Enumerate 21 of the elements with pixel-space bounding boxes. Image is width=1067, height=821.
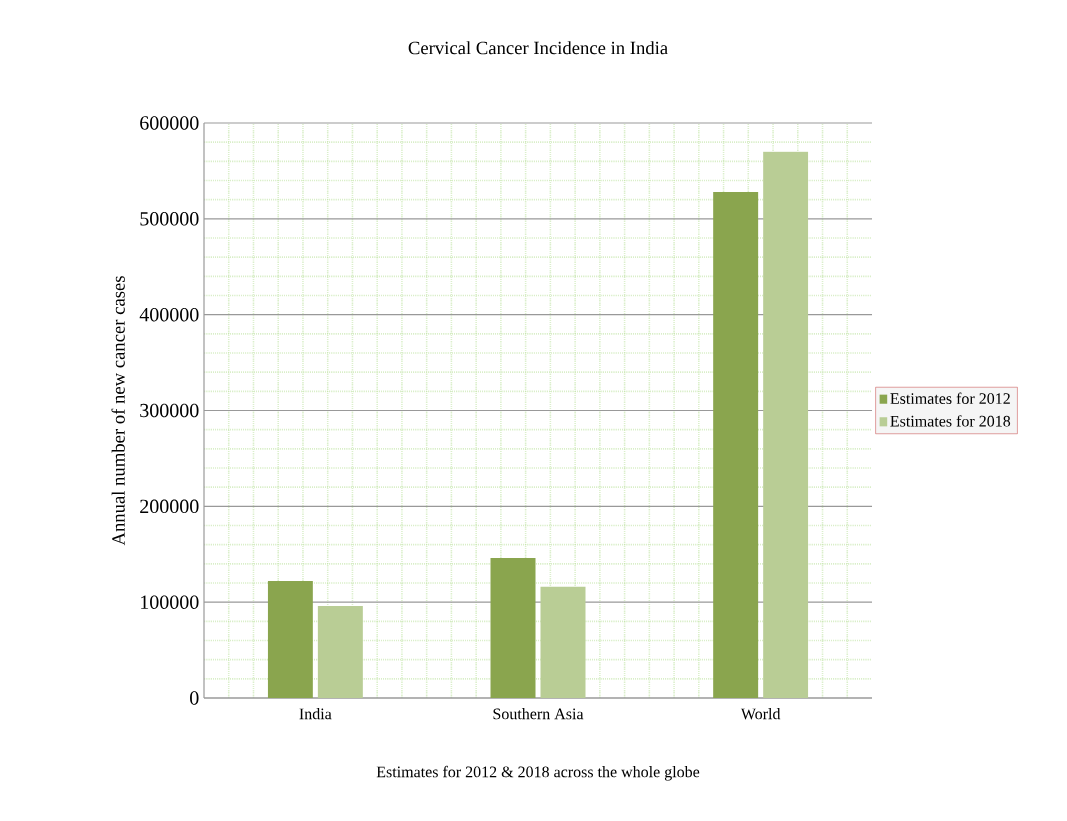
chart-title: Cervical Cancer Incidence in India	[408, 41, 668, 55]
y-tick-label: 100000	[141, 595, 199, 609]
y-tick-label: 600000	[140, 116, 199, 130]
bar	[490, 558, 536, 698]
x-tick-label: Southern Asia	[493, 708, 584, 720]
bar	[317, 606, 363, 698]
y-axis-title: Annual number of new cancer cases	[111, 276, 125, 546]
y-tick-label: 400000	[139, 307, 199, 322]
bar	[763, 151, 809, 698]
bar	[267, 581, 313, 698]
x-axis-title: Estimates for 2012 & 2018 across the whole globe	[376, 765, 700, 781]
bar	[540, 586, 586, 698]
y-tick-label: 0	[190, 691, 199, 705]
legend-label: Estimates for 2012	[890, 392, 1010, 404]
legend-label: Estimates for 2018	[890, 415, 1011, 427]
y-tick-label: 300000	[140, 403, 199, 418]
x-tick-label: World	[740, 708, 781, 720]
bar	[713, 191, 759, 698]
y-tick-label: 200000	[140, 499, 199, 514]
y-tick-label: 500000	[140, 212, 199, 226]
x-tick-label: India	[299, 708, 332, 720]
